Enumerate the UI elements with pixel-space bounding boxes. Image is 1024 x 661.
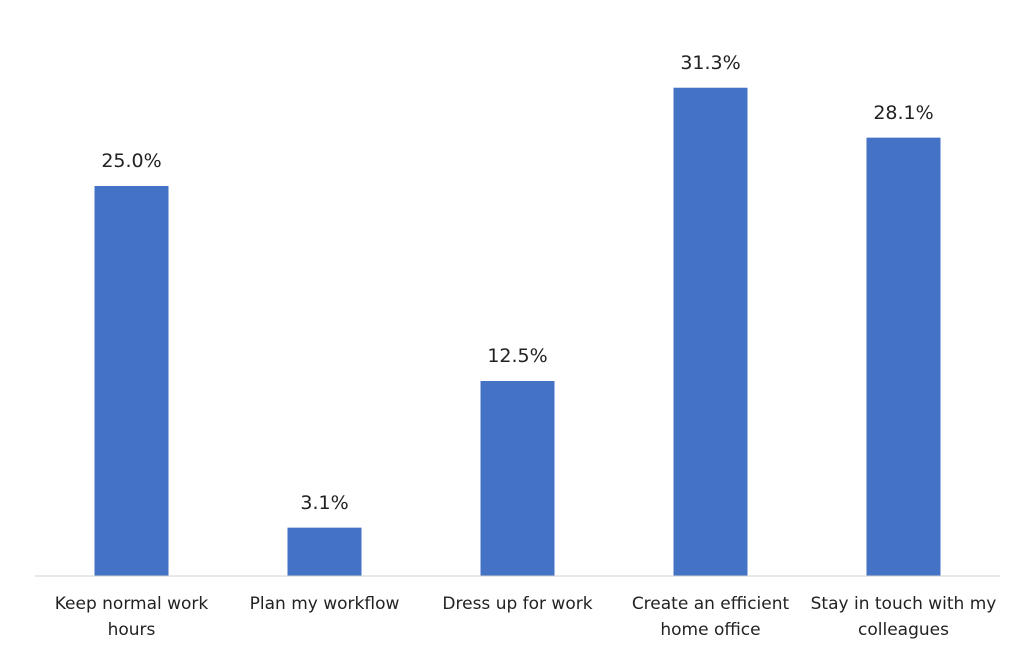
bar	[673, 87, 748, 576]
data-label: 28.1%	[873, 101, 934, 124]
data-label: 31.3%	[680, 51, 741, 74]
x-tick-label: Create an efficient home office	[631, 594, 790, 640]
x-tick-label: Stay in touch with my colleagues	[810, 594, 997, 640]
bar	[287, 527, 362, 576]
data-label: 12.5%	[487, 345, 548, 367]
x-tick-label: Dress up for work	[442, 594, 593, 614]
bar	[866, 137, 941, 576]
bar	[94, 186, 169, 576]
bar	[480, 381, 555, 576]
data-label: 3.1%	[300, 491, 349, 514]
data-label: 25.0%	[101, 150, 162, 172]
x-tick-label: Keep normal work hours	[54, 594, 209, 640]
x-tick-label: Plan my workflow	[249, 594, 400, 614]
